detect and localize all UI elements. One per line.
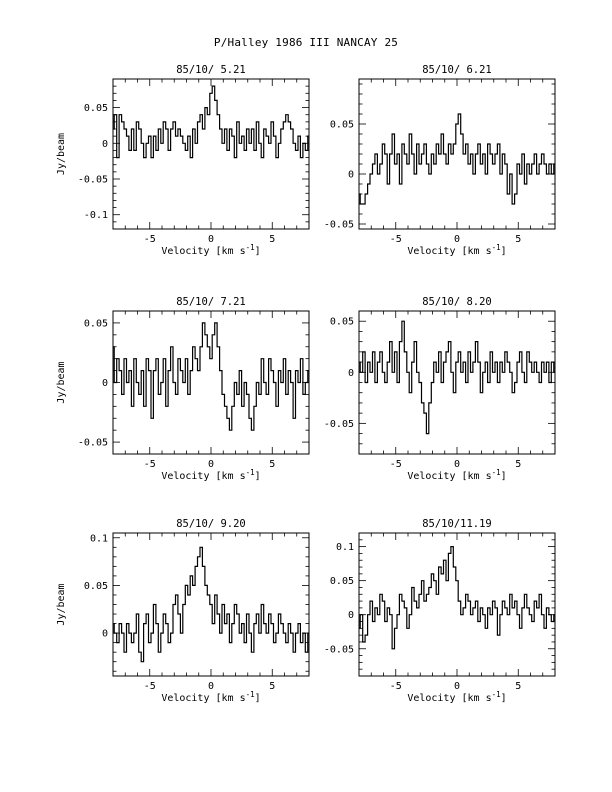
- x-axis-label: Velocity [km s-1]: [407, 690, 506, 704]
- x-tick-label: 5: [269, 459, 275, 470]
- y-tick-label: -0.05: [324, 644, 354, 655]
- spectrum-line: [113, 85, 309, 159]
- x-axis-label: Velocity [km s-1]: [407, 468, 506, 482]
- y-tick-label: 0.1: [90, 533, 108, 544]
- chart-panel-1: 85/10/ 5.21 -5 0 5 0.05 0 -0.05 -0.1 Velocity [k…: [56, 64, 310, 257]
- spectrum-line: [359, 113, 555, 205]
- y-tick-label: 0.1: [336, 542, 354, 553]
- page-title: P/Halley 1986 III NANCAY 25: [213, 36, 399, 49]
- chart-panel-2: 85/10/ 6.21 -5 0 5 0.05 0 -0.05 Velocity [km s-…: [324, 64, 556, 257]
- chart-panel-6: 85/10/11.19 -5 0 5 0.1 0.05 0 -0.05 Velocity [km…: [324, 518, 556, 704]
- y-axis-label: Jy/beam: [56, 133, 67, 175]
- spectrum-line: [359, 320, 555, 435]
- x-tick-label: 5: [515, 234, 521, 245]
- panel-title: 85/10/11.19: [422, 518, 492, 530]
- y-tick-label: 0: [102, 139, 108, 150]
- x-axis-label: Velocity [km s-1]: [161, 690, 260, 704]
- x-tick-label: 5: [269, 681, 275, 692]
- y-tick-label: 0.05: [84, 103, 108, 114]
- y-tick-label: 0: [348, 170, 354, 181]
- x-tick-label: 5: [515, 459, 521, 470]
- x-tick-label: -5: [390, 234, 402, 245]
- x-tick-label: 0: [208, 459, 214, 470]
- y-tick-label: 0: [348, 610, 354, 621]
- plot-frame: [358, 78, 556, 230]
- x-axis-label: Velocity [km s-1]: [161, 243, 260, 257]
- y-tick-label: 0.05: [84, 318, 108, 329]
- x-tick-label: 0: [208, 681, 214, 692]
- spectrum-line: [113, 546, 309, 663]
- y-tick-label: 0: [102, 378, 108, 389]
- panel-title: 85/10/ 5.21: [176, 64, 246, 76]
- y-tick-label: 0: [102, 629, 108, 640]
- y-tick-label: 0.05: [330, 120, 354, 131]
- y-tick-label: 0: [348, 368, 354, 379]
- plot-frame: [112, 310, 310, 455]
- x-tick-label: -5: [144, 459, 156, 470]
- y-tick-label: 0.05: [330, 317, 354, 328]
- x-tick-label: -5: [390, 681, 402, 692]
- plot-frame: [358, 532, 556, 677]
- x-tick-label: -5: [390, 459, 402, 470]
- x-tick-label: 5: [515, 681, 521, 692]
- x-tick-label: -5: [144, 681, 156, 692]
- y-tick-label: -0.05: [78, 438, 108, 449]
- spectrum-line: [359, 546, 555, 650]
- x-tick-label: -5: [144, 234, 156, 245]
- chart-panel-3: 85/10/ 7.21 -5 0 5 0.05 0 -0.05 Velocity [km s-…: [56, 296, 310, 482]
- plot-frame: [112, 78, 310, 230]
- x-tick-label: 0: [454, 234, 460, 245]
- y-axis-label: Jy/beam: [56, 583, 67, 625]
- y-tick-label: -0.05: [324, 419, 354, 430]
- y-tick-label: -0.05: [324, 220, 354, 231]
- x-axis-label: Velocity [km s-1]: [407, 243, 506, 257]
- y-tick-label: 0.05: [84, 581, 108, 592]
- x-tick-label: 0: [454, 459, 460, 470]
- x-tick-label: 0: [454, 681, 460, 692]
- x-tick-label: 5: [269, 234, 275, 245]
- y-tick-label: 0.05: [330, 576, 354, 587]
- y-tick-label: -0.05: [78, 175, 108, 186]
- spectrum-line: [113, 322, 309, 431]
- x-tick-label: 0: [208, 234, 214, 245]
- x-axis-label: Velocity [km s-1]: [161, 468, 260, 482]
- chart-panel-4: 85/10/ 8.20 -5 0 5 0.05 0 -0.05 Velocity [km s-…: [324, 296, 556, 482]
- panel-title: 85/10/ 6.21: [422, 64, 492, 76]
- y-axis-label: Jy/beam: [56, 361, 67, 403]
- panel-title: 85/10/ 8.20: [422, 296, 492, 308]
- panel-title: 85/10/ 7.21: [176, 296, 246, 308]
- y-tick-label: -0.1: [84, 210, 108, 221]
- panel-title: 85/10/ 9.20: [176, 518, 246, 530]
